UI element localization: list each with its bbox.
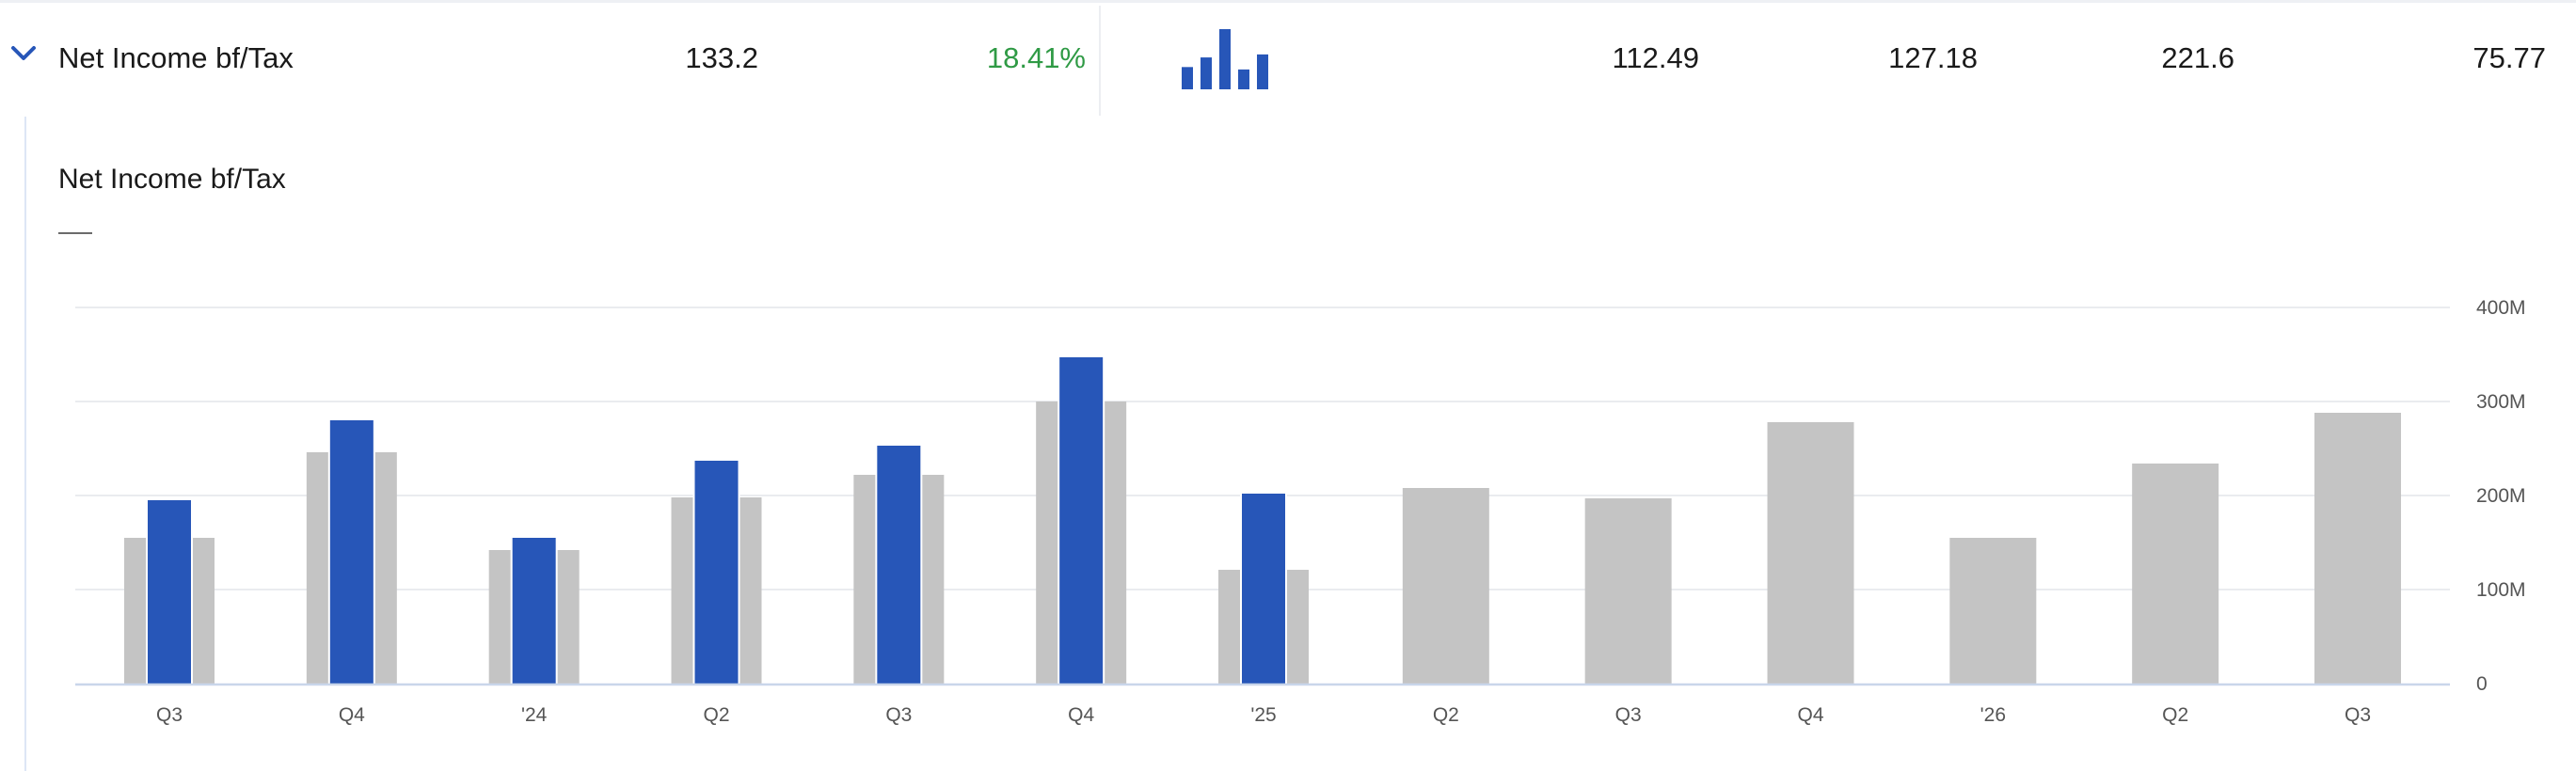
bar-chart: 0 100M 200M 300M 400M Q3 Q4 '24 Q2 Q3 Q4 '25 Q2 Q3 Q4 '… — [75, 297, 2526, 726]
x-tick-label: '26 — [1980, 704, 2006, 726]
growth-percent: 18.41% — [986, 41, 1086, 74]
sparkline-bar — [1219, 29, 1231, 89]
x-tick-label: Q4 — [339, 704, 365, 726]
y-tick-label: 400M — [2476, 297, 2526, 319]
y-tick-label: 200M — [2476, 485, 2526, 507]
x-tick-label: Q4 — [1068, 704, 1094, 726]
chart-title: Net Income bf/Tax — [58, 164, 286, 195]
panel-left-border — [24, 117, 26, 771]
top-divider — [0, 0, 2576, 3]
x-tick-label: Q2 — [703, 704, 729, 726]
actual-bar — [694, 461, 739, 684]
x-tick-label: Q2 — [1433, 704, 1459, 726]
sparkline-bar — [1238, 69, 1249, 89]
estimate-bar — [1584, 498, 1672, 684]
actual-bar — [1242, 494, 1285, 684]
x-tick-label: Q3 — [2345, 704, 2371, 726]
x-tick-label: Q3 — [1615, 704, 1642, 726]
estimate-bar — [2314, 413, 2401, 684]
estimate-bar — [1767, 422, 1854, 684]
x-tick-label: '25 — [1250, 704, 1276, 726]
column-divider — [1099, 6, 1101, 116]
bar-chart-icon[interactable] — [1182, 29, 1272, 89]
actual-bar — [148, 500, 191, 684]
sparkline-bar — [1182, 67, 1193, 89]
x-tick-label: Q4 — [1797, 704, 1823, 726]
estimate-bar — [2132, 464, 2219, 684]
period-value-3: 221.6 — [2161, 41, 2234, 74]
y-tick-label: 0 — [2476, 673, 2488, 695]
actual-bar — [877, 446, 921, 684]
estimate-bar — [1402, 488, 1489, 684]
chevron-down-icon[interactable] — [9, 42, 38, 65]
sparkline-bar — [1257, 54, 1268, 89]
y-tick-label: 100M — [2476, 579, 2526, 601]
legend-dash — [58, 232, 92, 234]
period-value-4: 75.77 — [2473, 41, 2546, 74]
sparkline-bar — [1201, 57, 1212, 89]
estimate-bar — [1949, 538, 2037, 684]
actual-bar — [1059, 357, 1104, 684]
metric-label: Net Income bf/Tax — [58, 41, 294, 74]
period-value-1: 112.49 — [1612, 41, 1699, 74]
x-tick-label: Q2 — [2162, 704, 2188, 726]
period-value-2: 127.18 — [1888, 41, 1978, 74]
metric-row[interactable]: Net Income bf/Tax 133.2 18.41% 112.49 12… — [0, 3, 2576, 116]
x-tick-label: Q3 — [156, 704, 183, 726]
actual-bar — [512, 538, 556, 684]
y-tick-label: 300M — [2476, 391, 2526, 413]
actual-bar — [329, 420, 374, 684]
x-tick-label: '24 — [521, 704, 548, 726]
metric-value: 133.2 — [685, 41, 758, 74]
x-tick-label: Q3 — [885, 704, 912, 726]
